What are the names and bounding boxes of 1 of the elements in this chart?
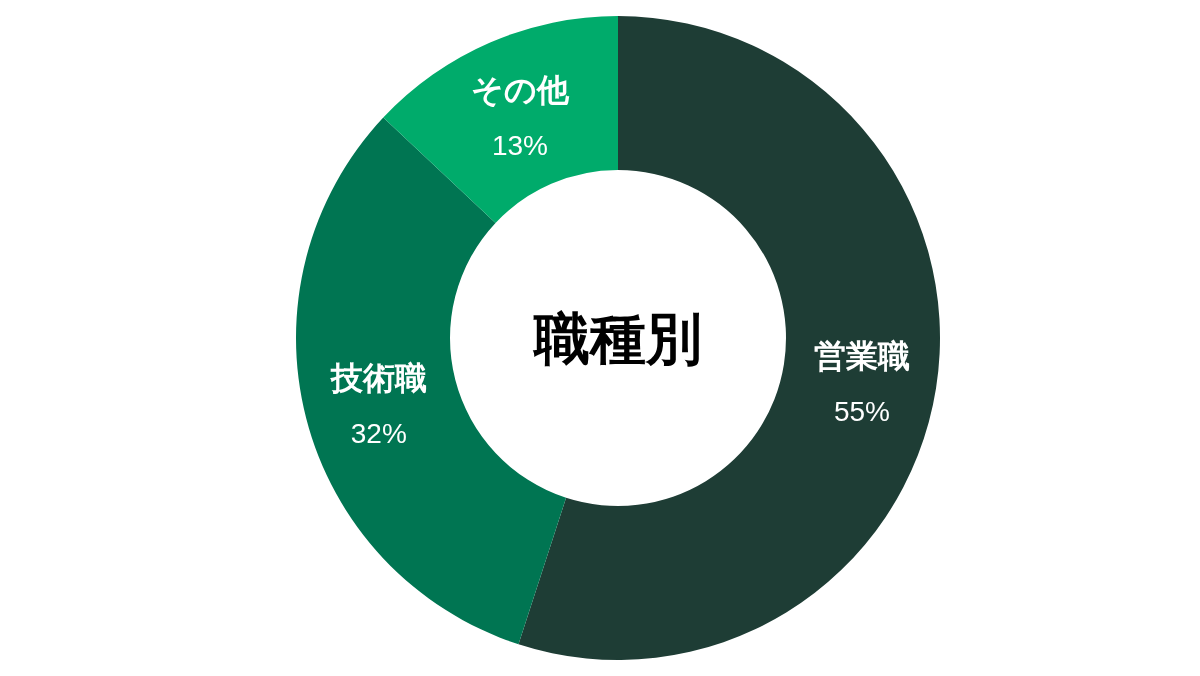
- title: 職種別: [534, 307, 702, 370]
